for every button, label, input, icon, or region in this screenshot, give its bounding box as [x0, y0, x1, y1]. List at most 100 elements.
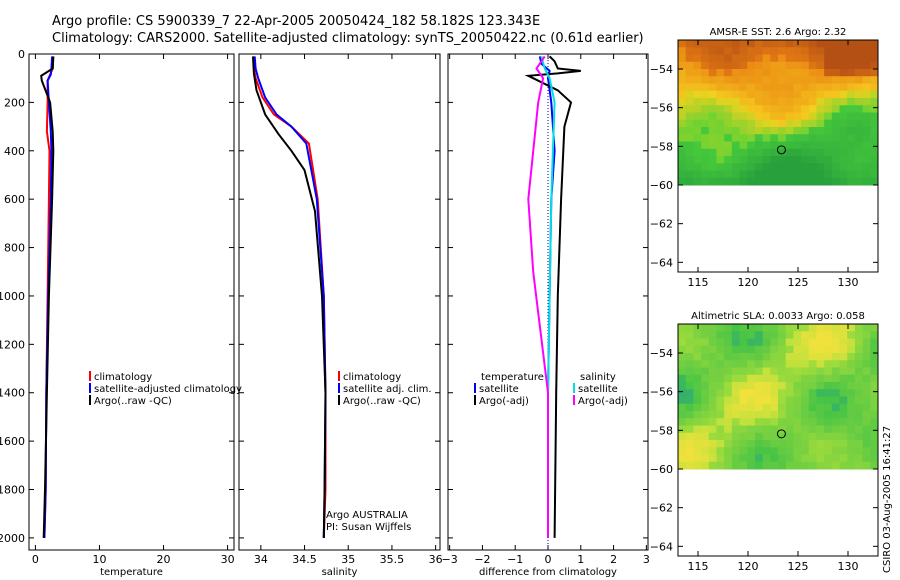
heat-cell: [701, 119, 710, 128]
heat-cell: [708, 396, 717, 405]
heat-cell: [678, 324, 687, 332]
heat-cell: [731, 40, 741, 48]
heat-cell: [739, 411, 748, 419]
heat-cell: [754, 403, 764, 412]
heat-cell: [785, 324, 794, 332]
heat-cell: [762, 382, 771, 390]
heat-cell: [678, 454, 687, 463]
heat-cell: [754, 432, 764, 441]
heat-cell: [701, 54, 710, 63]
heat-cell: [739, 331, 748, 339]
heat-cell: [793, 440, 802, 448]
heat-cell: [816, 61, 825, 70]
heat-cell: [739, 425, 748, 434]
sla-map-frame: [677, 323, 879, 557]
heat-cell: [870, 69, 879, 77]
heat-cell: [831, 105, 841, 113]
heat-cell: [693, 447, 702, 455]
legend-entry: Argo(..raw -QC): [343, 396, 421, 407]
heat-cell: [747, 396, 756, 405]
heat-cell: [693, 425, 702, 434]
heat-cell: [839, 411, 848, 419]
heat-cell: [716, 54, 725, 63]
heat-cell: [731, 425, 741, 434]
heat-cell: [839, 432, 848, 441]
heat-cell: [793, 461, 802, 470]
heat-cell: [808, 83, 817, 92]
legend-heading: temperature: [481, 372, 544, 383]
heat-cell: [847, 170, 856, 179]
heat-cell: [731, 54, 741, 63]
heat-cell: [747, 338, 756, 347]
heat-cell: [685, 177, 694, 186]
heat-cell: [831, 374, 841, 383]
heat-cell: [801, 454, 810, 463]
heat-cell: [801, 69, 810, 77]
heat-cell: [693, 163, 702, 171]
heat-cell: [708, 112, 717, 121]
heat-cell: [747, 454, 756, 463]
heat-cell: [831, 83, 841, 92]
heat-cell: [778, 411, 787, 419]
y-tick-label: −54: [650, 347, 673, 360]
heat-cell: [701, 367, 710, 376]
heat-cell: [739, 54, 748, 63]
y-tick-label: −56: [650, 386, 673, 399]
heat-cell: [701, 105, 710, 113]
heat-cell: [716, 90, 725, 99]
heat-cell: [754, 98, 764, 106]
heat-cell: [685, 40, 694, 48]
x-tick-label: 0: [545, 553, 552, 566]
heat-cell: [747, 353, 756, 361]
heat-cell: [808, 47, 817, 55]
heat-cell: [793, 141, 802, 150]
heat-cell: [801, 112, 810, 121]
heat-cell: [870, 134, 879, 142]
climatology-title: Climatology: CARS2000. Satellite-adjuste…: [52, 31, 644, 46]
heat-cell: [847, 389, 856, 397]
heat-cell: [701, 411, 710, 419]
heat-cell: [685, 76, 694, 84]
heat-cell: [731, 331, 741, 339]
heat-cell: [854, 141, 864, 150]
heat-cell: [824, 338, 833, 347]
heat-cell: [770, 389, 779, 397]
heat-cell: [724, 40, 733, 48]
heat-cell: [724, 396, 733, 405]
heat-cell: [847, 324, 856, 332]
x-tick-label: 35: [341, 553, 355, 566]
x-tick-label: 20: [157, 553, 171, 566]
heat-cell: [754, 177, 764, 186]
heat-cell: [778, 83, 787, 92]
heat-cell: [739, 461, 748, 470]
heat-cell: [685, 454, 694, 463]
heat-cell: [808, 367, 817, 376]
heat-cell: [770, 83, 779, 92]
heat-cell: [824, 403, 833, 412]
heat-cell: [785, 360, 794, 368]
heat-cell: [847, 61, 856, 70]
heat-cell: [808, 425, 817, 434]
heat-cell: [762, 360, 771, 368]
heat-cell: [770, 382, 779, 390]
heat-cell: [693, 338, 702, 347]
heat-cell: [847, 338, 856, 347]
sla-map-title: Altimetric SLA: 0.0033 Argo: 0.058: [691, 311, 865, 322]
heat-cell: [847, 98, 856, 106]
heat-cell: [854, 163, 864, 171]
heat-cell: [693, 134, 702, 142]
heat-cell: [839, 374, 848, 383]
heat-cell: [824, 454, 833, 463]
y-tick-label: −56: [650, 102, 673, 115]
heat-cell: [747, 389, 756, 397]
heat-cell: [685, 367, 694, 376]
heat-cell: [808, 374, 817, 383]
heat-cell: [693, 440, 702, 448]
heat-cell: [785, 156, 794, 164]
heat-cell: [754, 324, 764, 332]
heat-cell: [785, 440, 794, 448]
heat-cell: [785, 367, 794, 376]
heat-cell: [716, 98, 725, 106]
heat-cell: [870, 76, 879, 84]
heat-cell: [870, 47, 879, 55]
